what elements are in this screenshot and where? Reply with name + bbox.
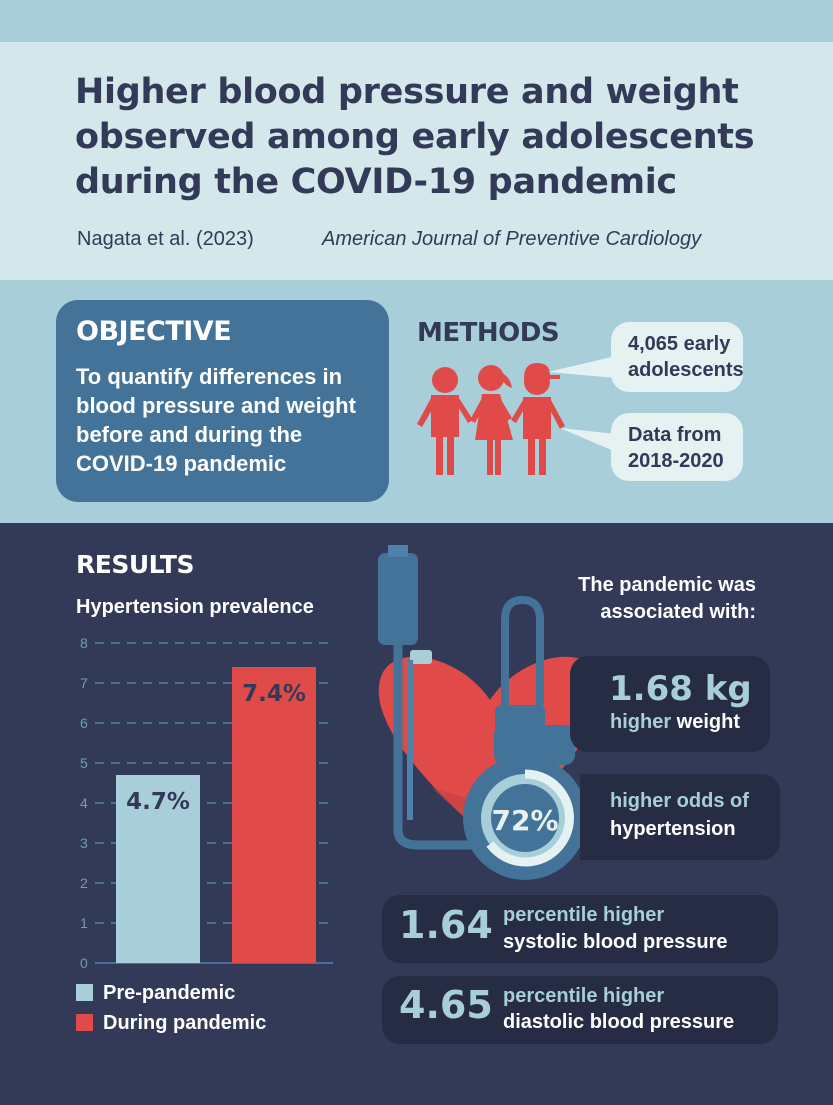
weight-bold: weight [676, 711, 741, 733]
legend-item-during: During pandemic [76, 1012, 266, 1035]
top-band [0, 0, 833, 42]
heart-shape [378, 656, 602, 840]
data-years-text: Data from 2018-2020 [628, 424, 724, 472]
valve [410, 650, 432, 664]
valve-knob [428, 667, 440, 685]
gauge-progress-arc [486, 769, 574, 867]
hypertension-prefix: higher odds of [610, 790, 749, 812]
legend-swatch-during [76, 1014, 93, 1031]
y-tick-label: 2 [80, 875, 88, 891]
data-years-bubble: Data from 2018-2020 [611, 413, 743, 481]
cuff-bag-top [388, 545, 408, 557]
systolic-stat-card [382, 895, 778, 963]
y-tick-label: 5 [80, 755, 88, 771]
systolic-value: 1.64 [399, 903, 493, 947]
objective-title: OBJECTIVE [76, 316, 232, 347]
methods-title: METHODS [417, 318, 560, 348]
gauge-body [463, 756, 587, 880]
heart-shadow [432, 788, 520, 840]
hypertension-bold: hypertension [610, 818, 736, 840]
y-tick-label: 4 [80, 795, 88, 811]
hypertension-odds-value: 72% [491, 804, 558, 837]
diastolic-prefix: percentile higher [503, 985, 665, 1007]
systolic-bold: systolic blood pressure [503, 931, 728, 953]
diastolic-value: 4.65 [399, 983, 493, 1027]
weight-stat-card [570, 656, 770, 752]
y-tick-label: 0 [80, 955, 88, 971]
bar-data-label: 7.4% [242, 681, 306, 707]
hypertension-stat-card [580, 774, 780, 860]
bar-data-label: 4.7% [126, 789, 190, 815]
tube-lower [393, 645, 500, 850]
sample-size-bubble: 4,065 early adolescents [611, 322, 744, 392]
gauge-neck [495, 705, 545, 735]
y-tick-label: 6 [80, 715, 88, 731]
page-title: Higher blood pressure and weight observe… [75, 72, 755, 202]
y-tick-label: 8 [80, 635, 88, 651]
objective-box [56, 300, 389, 502]
y-tick-label: 1 [80, 915, 88, 931]
diastolic-bold: diastolic blood pressure [503, 1011, 735, 1033]
systolic-prefix: percentile higher [503, 904, 665, 926]
legend-label-during: During pandemic [103, 1012, 267, 1034]
associated-intro: The pandemic was associated with: [578, 574, 756, 623]
authors: Nagata et al. (2023) [77, 228, 254, 250]
diastolic-stat-card [382, 976, 778, 1044]
bar-during-pandemic [232, 667, 316, 963]
legend-swatch-pre [76, 984, 93, 1001]
weight-prefix: higher [610, 711, 677, 733]
y-tick-label: 7 [80, 675, 88, 691]
bar-pre-pandemic [116, 775, 200, 963]
gauge-top [494, 725, 575, 765]
gauge-ring [481, 774, 569, 862]
results-title: RESULTS [76, 550, 194, 579]
journal-name: American Journal of Preventive Cardiolog… [322, 228, 702, 250]
weight-value: 1.68 kg [609, 669, 752, 709]
legend-item-pre: Pre-pandemic [76, 982, 235, 1005]
header-panel [0, 42, 833, 280]
y-tick-label: 3 [80, 835, 88, 851]
cuff-bag [378, 553, 418, 645]
sample-size-text: 4,065 early adolescents [628, 333, 744, 381]
legend-label-pre: Pre-pandemic [103, 982, 236, 1004]
objective-text: To quantify differences in blood pressur… [76, 364, 356, 476]
chart-title: Hypertension prevalence [76, 596, 314, 618]
gauge-face [491, 784, 559, 852]
weight-description: higher weight [610, 711, 740, 734]
